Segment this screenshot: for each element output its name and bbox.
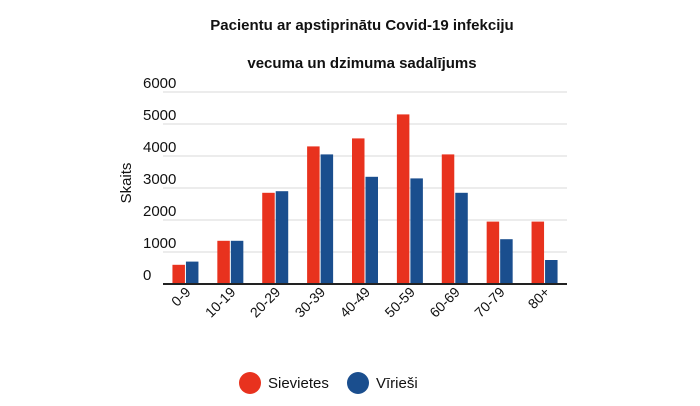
x-tick-label: 10-19 (202, 284, 239, 321)
bar-sievietes-80+ (531, 221, 545, 284)
bar-viriesi-60-69 (455, 192, 468, 284)
bar-sievietes-20-29 (262, 192, 275, 284)
bar-viriesi-80+ (545, 260, 558, 284)
x-tick-label: 50-59 (381, 284, 418, 321)
y-tick-label: 2000 (143, 203, 176, 220)
y-tick-labels: 0 1000 2000 3000 4000 5000 6000 (143, 75, 176, 284)
x-tick-label: 20-29 (247, 284, 284, 321)
legend-swatch (239, 372, 261, 394)
chart-title-line-2: vecuma un dzimuma sadalījums (247, 55, 476, 72)
bar-viriesi-20-29 (275, 191, 289, 284)
y-tick-label: 3000 (143, 171, 176, 188)
x-tick-label: 60-69 (426, 284, 463, 321)
legend-label: Sievietes (268, 375, 329, 392)
bar-viriesi-0-9 (185, 261, 199, 284)
y-axis-label: Skaits (118, 163, 135, 204)
legend-label: Vīrieši (376, 375, 418, 392)
y-tick-label: 6000 (143, 75, 176, 92)
bar-sievietes-40-49 (352, 138, 365, 284)
y-tick-label: 4000 (143, 139, 176, 156)
x-tick-labels: 0-9 10-19 20-29 30-39 40-49 50-59 60-69 70-79 80… (168, 284, 553, 321)
legend-swatch (347, 372, 369, 394)
y-tick-label: 1000 (143, 235, 176, 252)
x-tick-label: 70-79 (471, 284, 508, 321)
bar-viriesi-50-59 (410, 178, 423, 284)
x-tick-label: 80+ (525, 284, 553, 312)
bar-viriesi-40-49 (365, 176, 378, 284)
bar-viriesi-30-39 (320, 154, 334, 284)
x-tick-label: 40-49 (336, 284, 373, 321)
x-tick-label: 30-39 (292, 284, 329, 321)
chart-title-line-1: Pacientu ar apstiprinātu Covid-19 infekc… (210, 17, 513, 34)
bar-sievietes-70-79 (486, 221, 500, 284)
legend: Sievietes Vīrieši (239, 372, 418, 394)
y-tick-label: 5000 (143, 107, 176, 124)
y-tick-label: 0 (143, 267, 151, 284)
grid (163, 91, 567, 253)
bars (172, 114, 558, 285)
bar-sievietes-60-69 (441, 154, 455, 284)
bar-sievietes-0-9 (172, 264, 185, 284)
bar-sievietes-30-39 (307, 146, 320, 284)
x-tick-label: 0-9 (168, 284, 194, 310)
bar-sievietes-50-59 (396, 114, 410, 285)
bar-sievietes-10-19 (217, 240, 230, 284)
bar-viriesi-70-79 (500, 239, 513, 284)
bar-viriesi-10-19 (230, 240, 244, 284)
